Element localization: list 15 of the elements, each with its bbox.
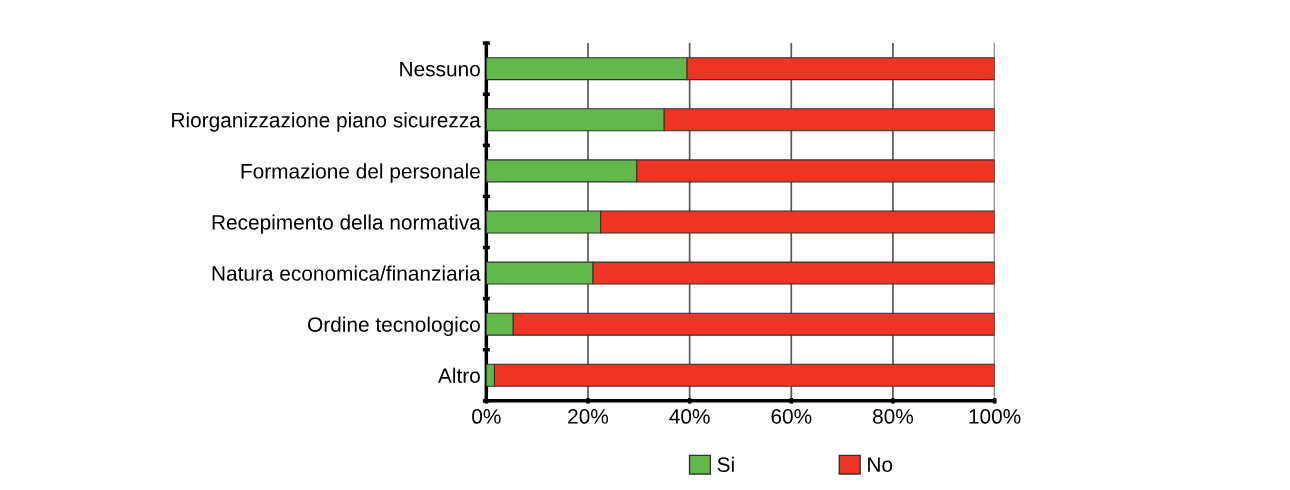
y-tick-label: Riorganizzazione piano sicurezza [172,112,481,132]
x-tick-label: 60% [771,409,812,424]
x-tick-label: 100% [969,409,1021,424]
y-tick-label: Recepimento della normativa [212,214,481,234]
legend-label: Si [717,456,734,472]
y-tick-label: Natura economica/finanziaria [212,265,481,281]
x-tick-label: 80% [872,409,914,424]
y-tick-label: Nessuno [400,61,480,77]
y-tick-label: Formazione del personale [241,163,480,183]
x-tick-label: 40% [669,409,710,424]
y-tick-label: Ordine tecnologico [308,316,480,337]
x-tick-label: 20% [568,409,609,424]
x-tick-label: 0% [472,409,501,424]
legend-label: No [868,457,893,472]
y-tick-label: Altro [437,367,480,384]
